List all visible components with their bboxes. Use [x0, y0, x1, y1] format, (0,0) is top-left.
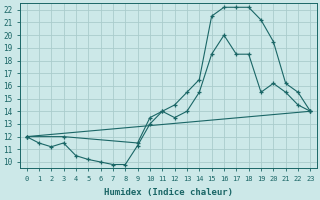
X-axis label: Humidex (Indice chaleur): Humidex (Indice chaleur)	[104, 188, 233, 197]
